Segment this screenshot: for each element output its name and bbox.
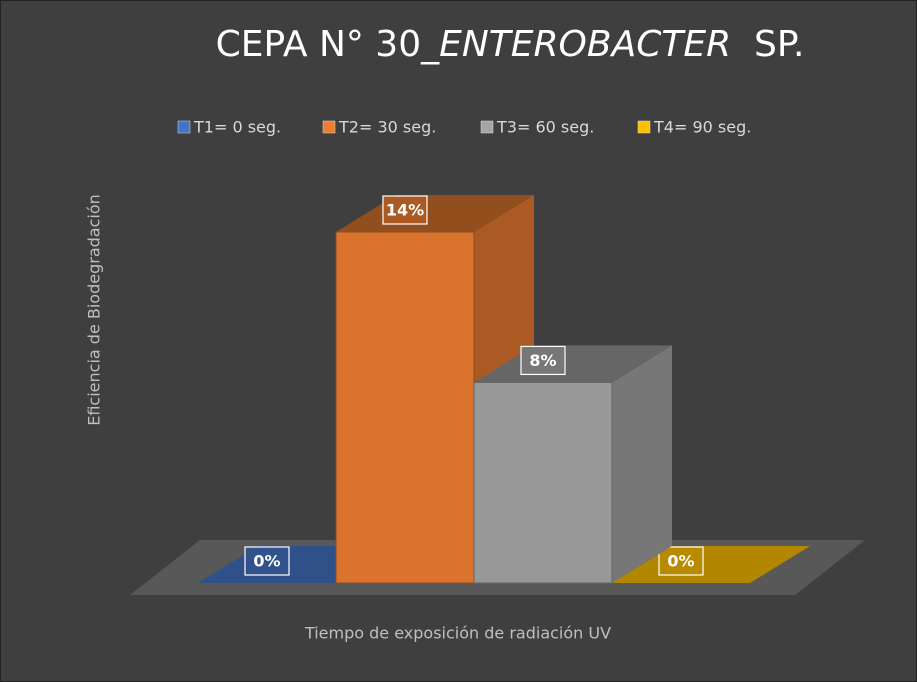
legend-swatch xyxy=(637,120,651,134)
value-label-box xyxy=(244,546,290,576)
bar xyxy=(335,231,475,584)
value-label-box xyxy=(658,546,704,576)
value-label: 0% xyxy=(667,552,694,571)
value-label-box xyxy=(520,345,566,376)
value-label: 14% xyxy=(386,201,424,220)
bar xyxy=(473,381,613,584)
value-label: 0% xyxy=(253,552,280,571)
title-part: CEPA N° 30_ xyxy=(216,24,441,65)
legend-label: T1= 0 seg. xyxy=(193,118,281,137)
bar-side xyxy=(612,345,672,583)
value-label: 8% xyxy=(529,351,556,370)
legend-swatch xyxy=(177,120,191,134)
value-label-box xyxy=(382,195,428,225)
legend-swatch xyxy=(322,120,336,134)
legend-swatch xyxy=(480,120,494,134)
x-axis-label: Tiempo de exposición de radiación UV xyxy=(304,624,611,643)
chart-title: CEPA N° 30_ENTEROBACTER SP. xyxy=(216,24,805,65)
title-part: SP. xyxy=(731,24,804,65)
legend-label: T3= 60 seg. xyxy=(496,118,594,137)
legend-label: T4= 90 seg. xyxy=(653,118,751,137)
title-part: ENTEROBACTER xyxy=(439,24,731,65)
legend-label: T2= 30 seg. xyxy=(338,118,436,137)
y-axis-label: Eficiencia de Biodegradación xyxy=(85,194,104,426)
